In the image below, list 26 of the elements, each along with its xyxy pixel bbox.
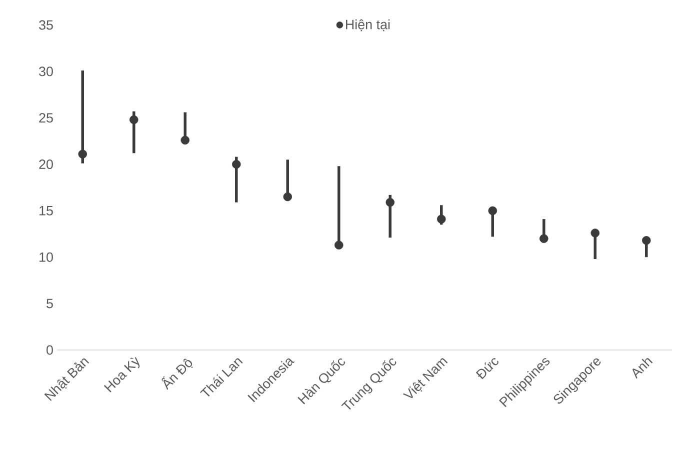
x-tick-label: Hoa Kỳ <box>104 356 140 392</box>
bar <box>81 70 84 164</box>
x-tick-label: Đức <box>476 358 498 380</box>
point <box>642 236 651 245</box>
y-tick-label: 15 <box>40 206 53 216</box>
y-tick-label: 20 <box>39 160 53 170</box>
point <box>436 214 446 224</box>
x-tick-label: Ấn Độ <box>162 358 193 390</box>
point <box>334 240 344 250</box>
point <box>539 234 548 243</box>
point <box>283 192 292 202</box>
point <box>78 150 88 158</box>
x-tick-label: Anh <box>632 358 653 379</box>
y-tick-label: 10 <box>40 252 53 262</box>
legend-label: Hiện tại <box>346 19 390 32</box>
point <box>232 160 241 169</box>
y-tick-label: 5 <box>46 298 53 308</box>
y-tick-label: 30 <box>39 66 53 76</box>
y-tick-label: 0 <box>46 345 53 355</box>
y-tick-label: 25 <box>39 113 53 123</box>
point <box>180 136 190 145</box>
y-tick-label: 35 <box>39 20 53 30</box>
point <box>590 228 600 238</box>
point <box>129 115 138 124</box>
point <box>488 206 498 216</box>
point <box>386 198 395 207</box>
